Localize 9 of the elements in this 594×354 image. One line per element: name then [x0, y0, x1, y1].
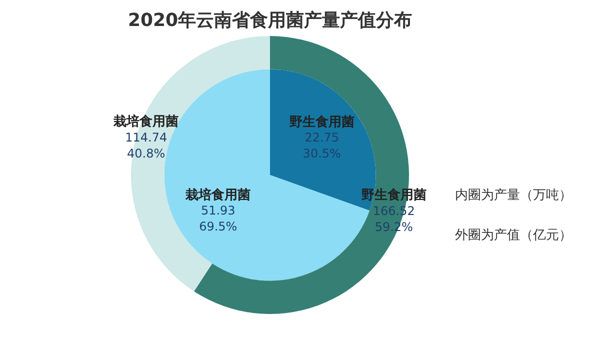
text: 外圈为产值（亿元）	[455, 227, 572, 245]
text: 内圈为产量（万吨）	[455, 187, 572, 205]
chart-title: 2020年云南省食用菌产量产值分布	[126, 9, 414, 32]
slice-label: 野生食用菌	[289, 114, 354, 130]
data-label: 22.75 30.5%	[302, 130, 341, 161]
data-label: 51.93 69.5%	[199, 204, 238, 234]
data-label: 114.74 40.8%	[125, 130, 168, 160]
slice-label: 栽培食用菌	[184, 186, 251, 203]
slice-label: 栽培食用菌	[112, 114, 179, 130]
